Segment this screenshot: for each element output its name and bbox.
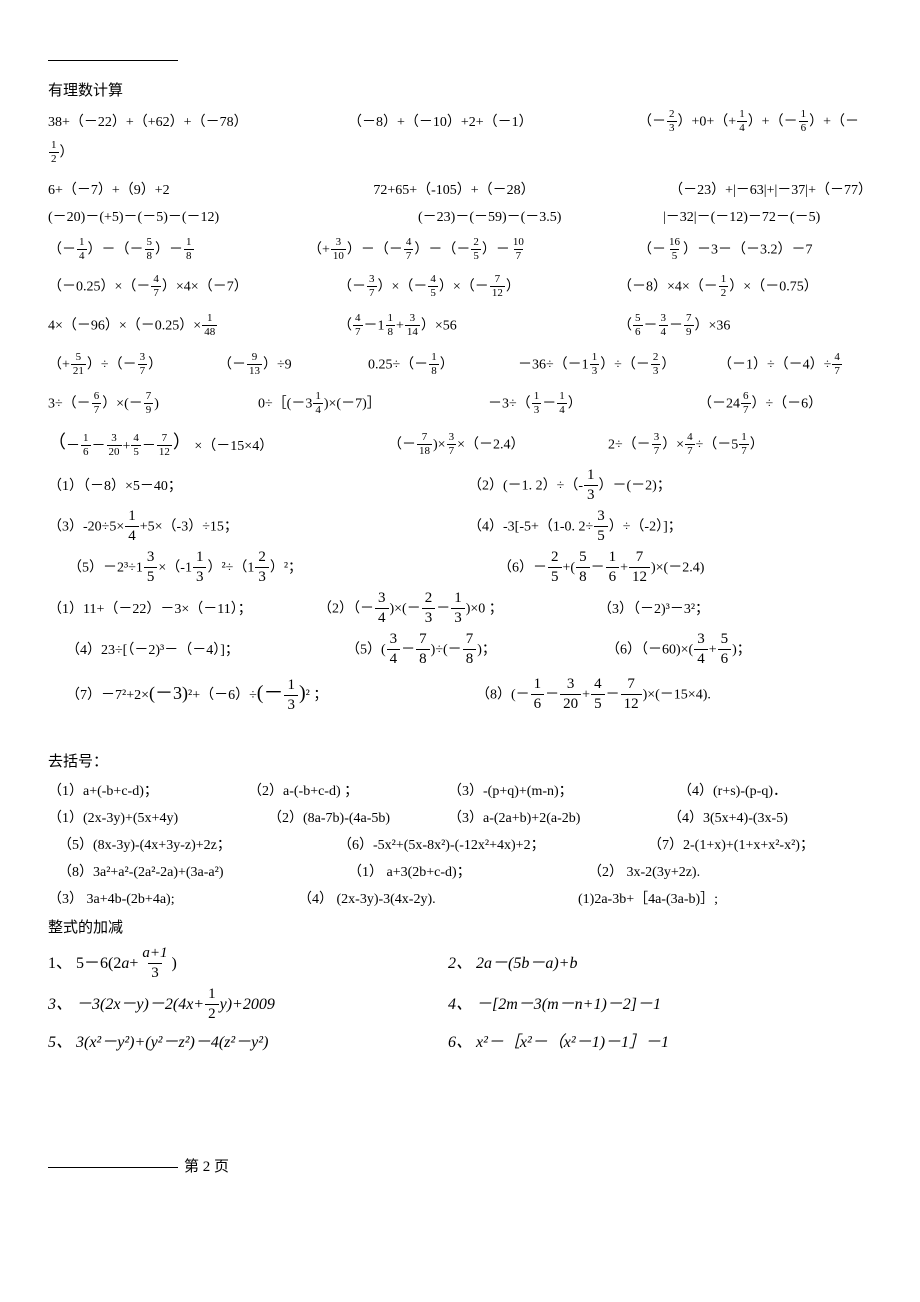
expr: （－37）×（－45）×（－712） xyxy=(338,275,618,300)
expr: （－0.25）×（－47）×4×（－7） xyxy=(48,275,338,300)
expr: (1)2a-3b+［4a-(3a-b)］; xyxy=(578,889,718,910)
expr: （－14）－（－58）－18 xyxy=(48,238,308,263)
expr: （47－118+314）×56 xyxy=(338,314,618,339)
section3-title: 整式的加减 xyxy=(48,916,872,937)
expr: （1）11+（－22）－3×（－11）； xyxy=(48,599,318,620)
problem-row: （8）3a²+a²-(2a²-2a)+(3a-a²) （1） a+3(2b+c-… xyxy=(48,862,872,883)
expr: （4）3(5x+4)-(3x-5) xyxy=(668,808,788,829)
footer-rule xyxy=(48,1167,178,1168)
expr: （4） (2x-3y)-3(4x-2y). xyxy=(298,889,578,910)
page-number: 第 2 页 xyxy=(184,1159,229,1175)
expr: （－2467）÷（－6） xyxy=(698,392,822,417)
expr: （1）（－8）×5－40； xyxy=(48,476,468,497)
expr: （－23）+|－63|+|－37|+（－77） xyxy=(669,180,872,201)
top-rule xyxy=(48,60,178,61)
problem-row: 6+（－7）+（9）+2 72+65+（-105）+（－28） （－23）+|－… xyxy=(48,180,872,201)
problem-row: 4×（－96）×（－0.25）×148 （47－118+314）×56 （56－… xyxy=(48,314,872,339)
problem-row: 38+（－22）+（+62）+（－78） （－8）+（－10）+2+（－1） （… xyxy=(48,110,872,135)
problem-row: 1、 5－6(2a+a+13) 2、 2a－(5b－a)+b xyxy=(48,947,872,982)
expr: |－32|－(－12)－72－(－5) xyxy=(663,207,820,228)
expr: (－23)－(－59)－(－3.5) xyxy=(418,207,663,228)
problem-row: （3）-20÷5×14+5×（-3）÷15； （4）-3[-5+（1-0. 2÷… xyxy=(48,510,872,545)
expr: （－718)×37×（－2.4） xyxy=(388,433,608,458)
expr: －3÷（13－14） xyxy=(488,392,698,417)
expr: （7）－7²+2×(－3)²+（－6）÷(－13)² ； xyxy=(48,678,476,713)
expr: （－8）+（－10）+2+（－1） xyxy=(348,112,638,133)
expr: 2÷（－37）×47÷（－517） xyxy=(608,433,764,458)
problem-row: （1）（－8）×5－40； （2）(－1. 2）÷（-13）－(－2)； xyxy=(48,469,872,504)
expr: （7）2-(1+x)+(1+x+x²-x²)； xyxy=(648,835,814,856)
problem-row: 5、 3(x²－y²)+(y²－z²)－4(z²－y²) 6、 x²－［x²－（… xyxy=(48,1031,872,1055)
expr: 4×（－96）×（－0.25）×148 xyxy=(48,314,338,339)
expr: （8）3a²+a²-(2a²-2a)+(3a-a²) xyxy=(48,862,348,883)
expr: －36÷（－113）÷（－23） xyxy=(518,353,718,378)
expr: （1）(2x-3y)+(5x+4y) xyxy=(48,808,268,829)
expr: （+521）÷（－37） xyxy=(48,353,218,378)
expr: （5）(34－78)÷(－78)； xyxy=(346,633,606,668)
section2-title: 去括号： xyxy=(48,750,872,771)
problem-row: （－14）－（－58）－18 （+310）－（－47）－（－25）－107 （－… xyxy=(48,238,872,263)
problem-row: （+521）÷（－37） （－913）÷9 0.25÷（－18） －36÷（－1… xyxy=(48,353,872,378)
problem-row: （1）a+(-b+c-d)； （2）a-(-b+c-d) ； （3）-(p+q)… xyxy=(48,781,872,802)
expr: （－8）×4×（－12）×（－0.75） xyxy=(618,275,818,300)
expr: （5）－2³÷135×（-113）²÷（123）²； xyxy=(48,551,498,586)
expr: 6、 x²－［x²－（x²－1)－1］－1 xyxy=(448,1031,669,1055)
expr: 4、 －[2m－3(m－n+1)－2]－1 xyxy=(448,993,661,1017)
expr: 3÷（－67）×(－79) xyxy=(48,392,258,417)
expr: （56－34－79）×36 xyxy=(618,314,730,339)
expr: 2、 2a－(5b－a)+b xyxy=(448,952,577,976)
expr: （4）(r+s)-(p-q)． xyxy=(678,781,787,802)
expr: （6）－25+(58－16+712)×(－2.4) xyxy=(498,551,704,586)
expr-cont: 12） xyxy=(48,141,872,166)
page-footer: 第 2 页 xyxy=(48,1155,872,1176)
problem-row: （4）23÷[（－2)³－（－4）]； （5）(34－78)÷(－78)； （6… xyxy=(48,633,872,668)
expr: （1） a+3(2b+c-d)； xyxy=(348,862,588,883)
expr: （2）(－1. 2）÷（-13）－(－2)； xyxy=(468,469,671,504)
expr: (－20)－(+5)－(－5)－(－12) xyxy=(48,207,418,228)
problem-row: （7）－7²+2×(－3)²+（－6）÷(－13)² ； （8）(－16－320… xyxy=(48,678,872,713)
expr: 38+（－22）+（+62）+（－78） xyxy=(48,112,348,133)
problem-row: （1）(2x-3y)+(5x+4y) （2）(8a-7b)-(4a-5b) （3… xyxy=(48,808,872,829)
expr: （6）（－60)×(34+56)； xyxy=(606,633,751,668)
expr: （－1）÷（－4）÷47 xyxy=(718,353,843,378)
expr: （6）-5x²+(5x-8x²)-(-12x²+4x)+2； xyxy=(338,835,648,856)
expr: 1、 5－6(2a+a+13) xyxy=(48,947,448,982)
page: 有理数计算 38+（－22）+（+62）+（－78） （－8）+（－10）+2+… xyxy=(0,0,920,1206)
expr: （5）(8x-3y)-(4x+3y-z)+2z； xyxy=(48,835,338,856)
expr: （－913）÷9 xyxy=(218,353,368,378)
problem-row: （3） 3a+4b-(2b+4a); （4） (2x-3y)-3(4x-2y).… xyxy=(48,889,872,910)
expr: （－23）+0+（+14）+（－16）+（－ xyxy=(638,110,859,135)
expr: （2）a-(-b+c-d) ； xyxy=(248,781,448,802)
expr: 6+（－7）+（9）+2 xyxy=(48,180,373,201)
expr: （3）a-(2a+b)+2(a-2b) xyxy=(448,808,668,829)
expr: （3）（－2)³－3²； xyxy=(598,599,709,620)
problem-row: （－0.25）×（－47）×4×（－7） （－37）×（－45）×（－712） … xyxy=(48,275,872,300)
expr: 0÷［(－314)×(－7)］ xyxy=(258,392,488,417)
section1-title: 有理数计算 xyxy=(48,79,872,100)
expr: （3）-(p+q)+(m-n)； xyxy=(448,781,678,802)
problem-row: （5）(8x-3y)-(4x+3y-z)+2z； （6）-5x²+(5x-8x²… xyxy=(48,835,872,856)
expr: （3）-20÷5×14+5×（-3）÷15； xyxy=(48,510,468,545)
expr: 5、 3(x²－y²)+(y²－z²)－4(z²－y²) xyxy=(48,1031,448,1055)
expr: （2） 3x-2(3y+2z). xyxy=(588,862,700,883)
problem-row: 3、 －3(2x－y)－2(4x+12y)+2009 4、 －[2m－3(m－n… xyxy=(48,988,872,1023)
problem-row: (－20)－(+5)－(－5)－(－12) (－23)－(－59)－(－3.5)… xyxy=(48,207,872,228)
expr: 0.25÷（－18） xyxy=(368,353,518,378)
expr: （+310）－（－47）－（－25）－107 xyxy=(308,238,638,263)
problem-row: 3÷（－67）×(－79) 0÷［(－314)×(－7)］ －3÷（13－14）… xyxy=(48,392,872,417)
problem-row: （1）11+（－22）－3×（－11）； （2）（－34)×(－23－13)×0… xyxy=(48,592,872,627)
expr: （2）（－34)×(－23－13)×0 ； xyxy=(318,592,598,627)
expr: （8）(－16－320+45－712)×(－15×4). xyxy=(476,678,711,713)
expr: （4）23÷[（－2)³－（－4）]； xyxy=(48,640,346,661)
problem-row: （5）－2³÷135×（-113）²÷（123）²； （6）－25+(58－16… xyxy=(48,551,872,586)
expr: （3） 3a+4b-(2b+4a); xyxy=(48,889,298,910)
expr: （－16－320+45－712） ×（－15×4） xyxy=(48,431,388,459)
expr: （－165）－3－（－3.2）－7 xyxy=(638,238,813,263)
expr: 3、 －3(2x－y)－2(4x+12y)+2009 xyxy=(48,988,448,1023)
expr: （1）a+(-b+c-d)； xyxy=(48,781,248,802)
problem-row: （－16－320+45－712） ×（－15×4） （－718)×37×（－2.… xyxy=(48,431,872,459)
expr: （2）(8a-7b)-(4a-5b) xyxy=(268,808,448,829)
expr: （4）-3[-5+（1-0. 2÷35）÷（-2）]； xyxy=(468,510,682,545)
expr: 72+65+（-105）+（－28） xyxy=(373,180,669,201)
